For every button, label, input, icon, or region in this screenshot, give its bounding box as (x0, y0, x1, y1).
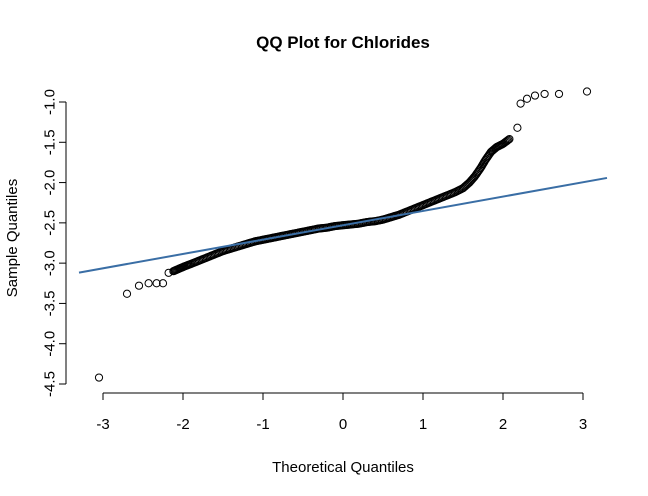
x-tick-label: 0 (339, 416, 347, 433)
qq-point-tail (94, 373, 104, 382)
plot-area (79, 82, 607, 398)
y-tick-label: -2.5 (42, 210, 59, 236)
qq-point-tail (513, 123, 522, 132)
y-tick-label: -3.5 (42, 290, 59, 316)
qq-point-dense (483, 153, 492, 162)
qq-point-tail (516, 99, 525, 108)
qq-point-tail (144, 279, 153, 288)
y-tick-label: -1.5 (42, 129, 59, 155)
chart-title: QQ Plot for Chlorides (256, 33, 430, 52)
qq-point-tail (530, 91, 540, 100)
qq-point-dense (472, 169, 481, 178)
x-axis-label: Theoretical Quantiles (272, 459, 414, 476)
x-axis: -3 -2 -1 0 1 2 3 (96, 392, 587, 433)
y-axis: -4.5 -4.0 -3.5 -3.0 -2.5 -2.0 -1.5 -1.0 (42, 89, 67, 397)
qq-point-tail (122, 289, 132, 298)
x-tick-label: 1 (419, 416, 427, 433)
qq-reference-line (78, 176, 608, 274)
qq-point-dense (482, 154, 491, 163)
qq-point-tail (134, 281, 144, 290)
qq-point-tail (582, 87, 592, 96)
y-tick-label: -4.5 (42, 371, 59, 397)
y-tick-label: -1.0 (42, 89, 59, 115)
plot-border (79, 82, 607, 398)
qq-point-dense (471, 170, 481, 179)
qq-point-tail (522, 94, 532, 103)
qq-point-dense (504, 135, 513, 144)
x-tick-label: 2 (499, 416, 507, 433)
qq-point-tail (540, 89, 549, 99)
qq-point-dense (502, 137, 511, 146)
qq-point-tail (554, 89, 564, 99)
x-tick-label: 3 (579, 416, 587, 433)
y-tick-label: -3.0 (42, 250, 59, 276)
reference-line-group (78, 176, 608, 274)
qq-point-tail (152, 279, 161, 288)
points-group (94, 87, 592, 382)
qq-point-dense (503, 136, 512, 145)
x-tick-label: -3 (96, 416, 109, 433)
qq-point-tail (158, 279, 168, 288)
y-tick-label: -4.0 (42, 331, 59, 357)
y-tick-label: -2.0 (42, 170, 59, 196)
x-tick-label: -2 (176, 416, 189, 433)
y-axis-label: Sample Quantiles (4, 179, 21, 297)
x-tick-label: -1 (256, 416, 269, 433)
